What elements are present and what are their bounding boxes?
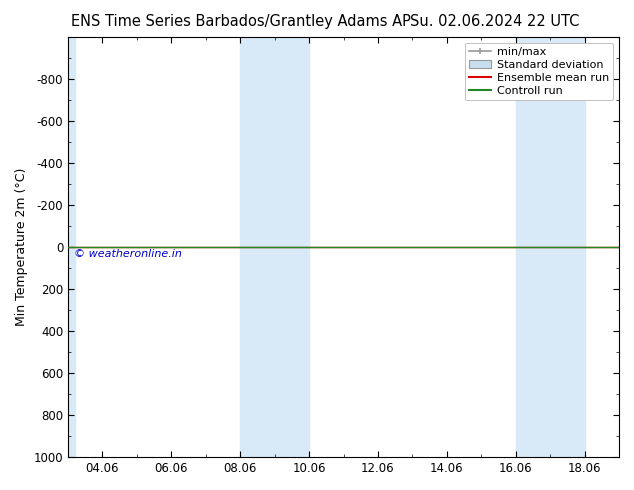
Bar xyxy=(550,37,585,457)
Text: Su. 02.06.2024 22 UTC: Su. 02.06.2024 22 UTC xyxy=(410,14,579,29)
Text: ENS Time Series Barbados/Grantley Adams AP: ENS Time Series Barbados/Grantley Adams … xyxy=(71,14,411,29)
Bar xyxy=(68,37,75,457)
Bar xyxy=(240,37,275,457)
Legend: min/max, Standard deviation, Ensemble mean run, Controll run: min/max, Standard deviation, Ensemble me… xyxy=(465,43,614,100)
Y-axis label: Min Temperature 2m (°C): Min Temperature 2m (°C) xyxy=(15,168,28,326)
Text: © weatheronline.in: © weatheronline.in xyxy=(74,249,181,259)
Bar xyxy=(515,37,550,457)
Bar xyxy=(275,37,309,457)
